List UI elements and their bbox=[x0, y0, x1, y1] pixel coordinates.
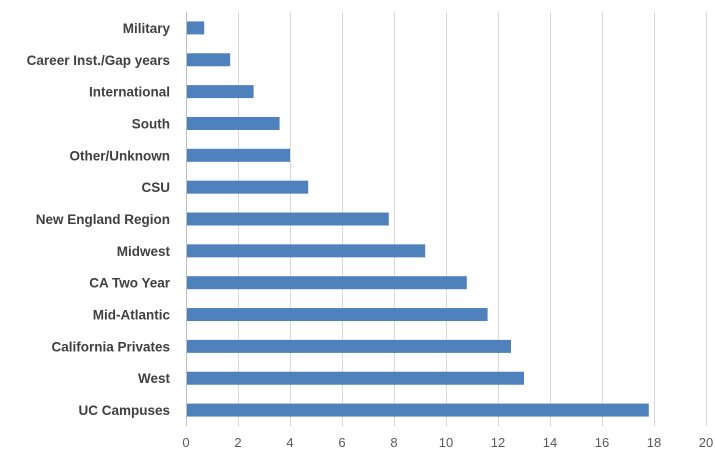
x-tick-labels: 0 2 4 6 8 10 12 14 16 18 20 bbox=[182, 435, 713, 450]
category-label-career-inst-gap-years: Career Inst./Gap years bbox=[27, 53, 170, 68]
bar-west bbox=[187, 371, 524, 385]
category-label-military: Military bbox=[123, 21, 171, 36]
bars bbox=[187, 21, 649, 417]
bar-international bbox=[187, 85, 254, 99]
bar-uc-campuses bbox=[187, 403, 649, 417]
bar-csu bbox=[187, 180, 309, 194]
x-tick-label-6: 6 bbox=[338, 435, 345, 450]
bar-midwest bbox=[187, 244, 426, 258]
x-tick-label-4: 4 bbox=[286, 435, 293, 450]
gridlines bbox=[238, 12, 707, 426]
x-tick-label-18: 18 bbox=[647, 435, 661, 450]
category-label-south: South bbox=[132, 116, 170, 131]
x-tick-label-12: 12 bbox=[491, 435, 505, 450]
category-label-international: International bbox=[89, 85, 170, 100]
x-tick-label-8: 8 bbox=[390, 435, 397, 450]
x-tick-label-2: 2 bbox=[234, 435, 241, 450]
x-tick-label-14: 14 bbox=[543, 435, 557, 450]
bar-mid-atlantic bbox=[187, 308, 488, 322]
category-label-midwest: Midwest bbox=[117, 244, 171, 259]
category-label-csu: CSU bbox=[141, 180, 170, 195]
bar-other-unknown bbox=[187, 148, 290, 162]
x-tick-label-0: 0 bbox=[182, 435, 189, 450]
bar-ca-two-year bbox=[187, 276, 467, 290]
category-label-other-unknown: Other/Unknown bbox=[70, 148, 171, 163]
category-label-mid-atlantic: Mid-Atlantic bbox=[93, 308, 171, 323]
bar-career-inst-gap-years bbox=[187, 53, 231, 67]
bar-new-england-region bbox=[187, 212, 389, 226]
x-tick-label-20: 20 bbox=[699, 435, 713, 450]
x-tick-label-16: 16 bbox=[595, 435, 609, 450]
bar-south bbox=[187, 116, 280, 130]
category-label-new-england-region: New England Region bbox=[36, 212, 170, 227]
category-label-california-privates: California Privates bbox=[51, 339, 170, 354]
category-label-ca-two-year: CA Two Year bbox=[89, 276, 171, 291]
category-labels: UC Campuses West California Privates Mid-At… bbox=[27, 21, 171, 418]
bar-military bbox=[187, 21, 205, 35]
category-label-west: West bbox=[138, 371, 171, 386]
category-label-uc-campuses: UC Campuses bbox=[78, 403, 170, 418]
bar-california-privates bbox=[187, 339, 511, 353]
x-tick-label-10: 10 bbox=[439, 435, 453, 450]
